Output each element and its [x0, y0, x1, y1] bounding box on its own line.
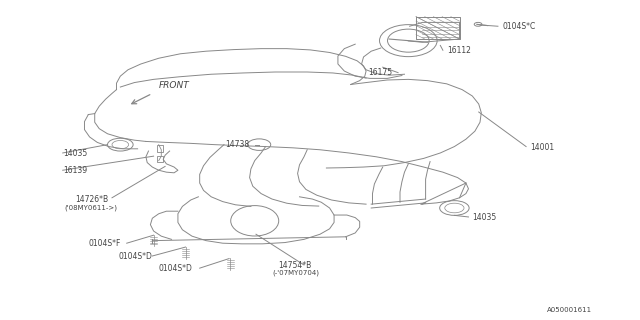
Text: A050001611: A050001611 — [547, 307, 593, 313]
Text: (-'07MY0704): (-'07MY0704) — [272, 269, 319, 276]
Bar — [157, 156, 163, 162]
Text: 14754*B: 14754*B — [278, 261, 312, 270]
Text: 16139: 16139 — [63, 166, 87, 175]
Text: 14035: 14035 — [472, 213, 497, 222]
Text: 14001: 14001 — [530, 143, 554, 152]
Text: 0104S*D: 0104S*D — [118, 252, 152, 261]
Bar — [157, 145, 163, 152]
Text: 16112: 16112 — [447, 46, 470, 55]
Text: ('08MY0611->): ('08MY0611->) — [64, 204, 117, 211]
Text: 14738: 14738 — [225, 140, 250, 149]
Text: 16175: 16175 — [368, 68, 392, 77]
Text: 0104S*C: 0104S*C — [502, 22, 536, 31]
Text: 0104S*D: 0104S*D — [159, 264, 193, 273]
Text: 14035: 14035 — [63, 149, 87, 158]
Text: FRONT: FRONT — [159, 81, 189, 90]
Text: 0104S*F: 0104S*F — [88, 239, 121, 248]
Text: 14726*B: 14726*B — [76, 195, 109, 204]
